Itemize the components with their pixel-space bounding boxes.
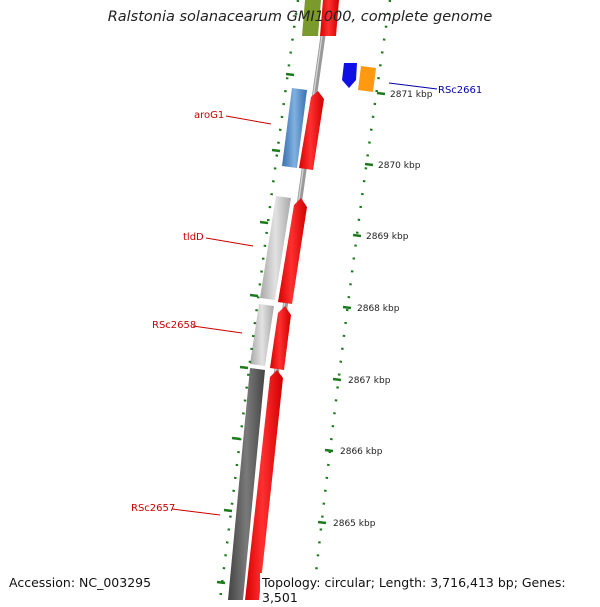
orange-cds (358, 66, 376, 92)
blue-cds (342, 63, 357, 88)
RSc2658-neighbor-cds (270, 306, 291, 370)
inner-dotted-guide (218, 0, 300, 600)
inner-ticks (216, 72, 295, 585)
RSc2657-cds (228, 368, 265, 600)
gene-label-aroG1[interactable]: aroG1 (194, 110, 224, 121)
aroG1-cds (282, 88, 307, 168)
gene-label-RSc2661[interactable]: RSc2661 (438, 85, 482, 96)
leader-aroG1 (225, 115, 272, 125)
gene-label-RSc2658[interactable]: RSc2658 (152, 320, 196, 331)
leader-tldD (205, 237, 254, 247)
gene-label-RSc2657[interactable]: RSc2657 (131, 503, 175, 514)
outer-ticks (317, 91, 386, 525)
aroG1-neighbor-cds (299, 91, 324, 170)
tick-label-2866: 2866 kbp (340, 447, 383, 457)
genome-title: Ralstonia solanacearum GMI1000, complete… (107, 9, 493, 25)
tick-label-2867: 2867 kbp (348, 376, 391, 386)
tldD-cds (260, 196, 291, 300)
tick-label-2868: 2868 kbp (357, 304, 400, 314)
gene-label-tldD[interactable]: tldD (183, 232, 204, 243)
genome-summary-text: Topology: circular; Length: 3,716,413 bp… (260, 573, 600, 607)
tldD-neighbor-cds (278, 198, 307, 304)
olive-cds (302, 0, 321, 36)
tick-label-2865: 2865 kbp (333, 519, 376, 529)
leader-RSc2661 (388, 82, 438, 90)
tick-label-2870: 2870 kbp (378, 161, 421, 171)
leader-RSc2657 (171, 508, 221, 516)
RSc2658-cds (250, 304, 274, 366)
outer-dotted-guide (311, 0, 392, 600)
tick-label-2871: 2871 kbp (390, 90, 433, 100)
RSc2657-neighbor-cds (245, 370, 283, 600)
red-cds-top (320, 0, 339, 36)
accession-text: Accession: NC_003295 (7, 573, 154, 592)
leader-RSc2658 (192, 325, 243, 334)
tick-label-2869: 2869 kbp (366, 232, 409, 242)
